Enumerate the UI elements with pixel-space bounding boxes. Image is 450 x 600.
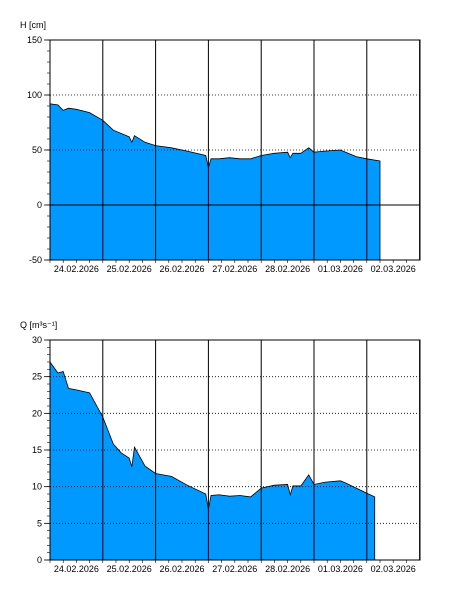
y-tick-label: 10 xyxy=(32,482,42,492)
y-tick-label: 30 xyxy=(32,335,42,345)
x-tick-label: 27.02.2026 xyxy=(212,264,257,274)
y-tick-label: 20 xyxy=(32,408,42,418)
y-tick-label: 0 xyxy=(37,200,42,210)
y-tick-label: 0 xyxy=(37,555,42,565)
x-tick-label: 28.02.2026 xyxy=(265,564,310,574)
x-tick-label: 01.03.2026 xyxy=(318,264,363,274)
y-axis-label: Q [m³s⁻¹] xyxy=(20,320,57,330)
x-tick-label: 24.02.2026 xyxy=(54,264,99,274)
y-tick-label: 15 xyxy=(32,445,42,455)
x-tick-label: 24.02.2026 xyxy=(54,564,99,574)
x-tick-label: 02.03.2026 xyxy=(371,264,416,274)
y-tick-label: 25 xyxy=(32,372,42,382)
y-tick-label: -50 xyxy=(29,255,42,265)
y-tick-label: 50 xyxy=(32,145,42,155)
x-tick-label: 01.03.2026 xyxy=(318,564,363,574)
x-tick-label: 02.03.2026 xyxy=(371,564,416,574)
chart-2: 30 25 20 15 10 5 0 Q [m³s⁻¹] 24.02.2026 25.02.202… xyxy=(20,320,421,574)
series-area xyxy=(49,360,376,561)
x-tick-label: 25.02.2026 xyxy=(107,564,152,574)
y-axis-label: H [cm] xyxy=(20,20,46,30)
chart-1: 150 100 50 0 -50 H [cm] 24.02.2026 25.02.2026 26… xyxy=(20,20,421,274)
y-tick-label: 100 xyxy=(27,90,42,100)
y-tick-label: 150 xyxy=(27,35,42,45)
x-tick-label: 26.02.2026 xyxy=(159,564,204,574)
x-tick-label: 26.02.2026 xyxy=(159,264,204,274)
x-tick-label: 28.02.2026 xyxy=(265,264,310,274)
y-tick-label: 5 xyxy=(37,518,42,528)
x-tick-label: 27.02.2026 xyxy=(212,564,257,574)
x-tick-label: 25.02.2026 xyxy=(107,264,152,274)
